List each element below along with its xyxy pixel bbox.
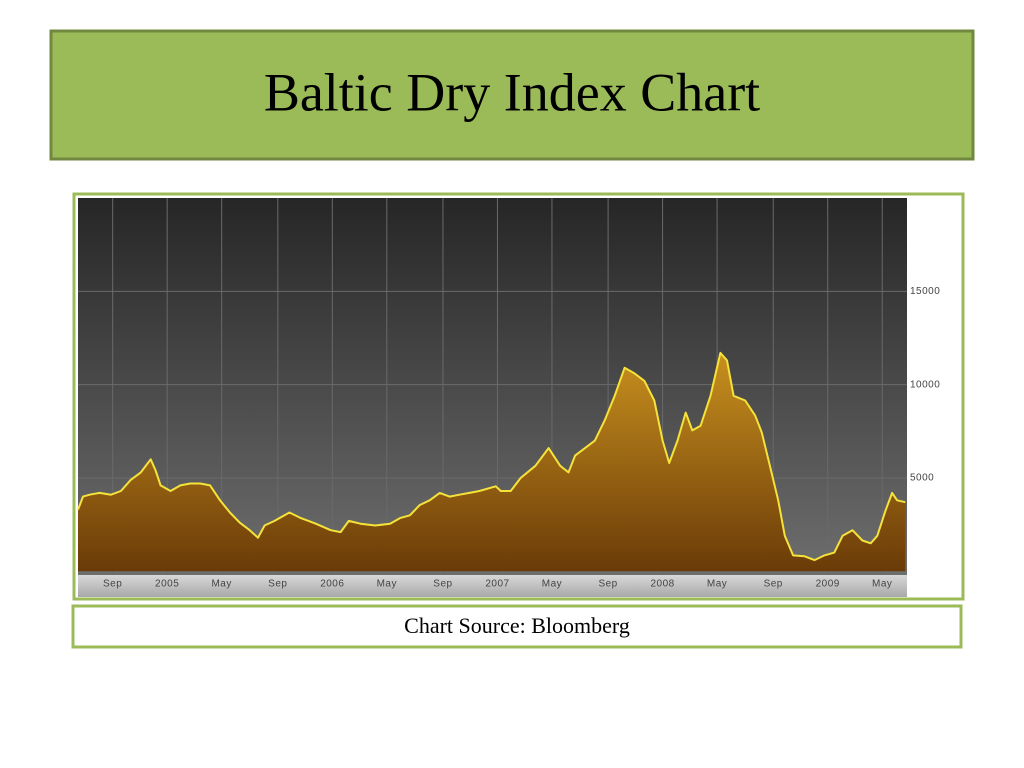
chart-title: Baltic Dry Index Chart (264, 62, 760, 122)
x-tick-label: Sep (103, 579, 122, 590)
source-note: Chart Source: Bloomberg (404, 613, 630, 638)
x-axis-band (78, 575, 907, 597)
x-tick-label: 2006 (320, 579, 344, 590)
area (78, 352, 906, 572)
x-tick-label: 2009 (816, 579, 840, 590)
x-tick-label: May (707, 579, 727, 590)
y-tick-label: 5000 (910, 473, 934, 484)
line (77, 351, 906, 562)
x-tick-label: May (542, 579, 562, 590)
x-tick-label: May (211, 579, 231, 590)
y-tick-label: 10000 (910, 379, 940, 390)
x-tick-label: May (377, 579, 397, 590)
x-tick-label: Sep (598, 579, 617, 590)
x-tick-label: Sep (268, 579, 287, 590)
y-tick-label: 15000 (910, 286, 940, 297)
x-tick-label: May (872, 579, 892, 590)
x-tick-label: 2008 (650, 579, 674, 590)
x-tick-label: 2007 (485, 579, 509, 590)
x-tick-label: Sep (433, 579, 452, 590)
x-tick-label: 2005 (155, 579, 179, 590)
title-box (49, 29, 975, 161)
caption-box (71, 604, 963, 649)
x-tick-label: Sep (764, 579, 783, 590)
